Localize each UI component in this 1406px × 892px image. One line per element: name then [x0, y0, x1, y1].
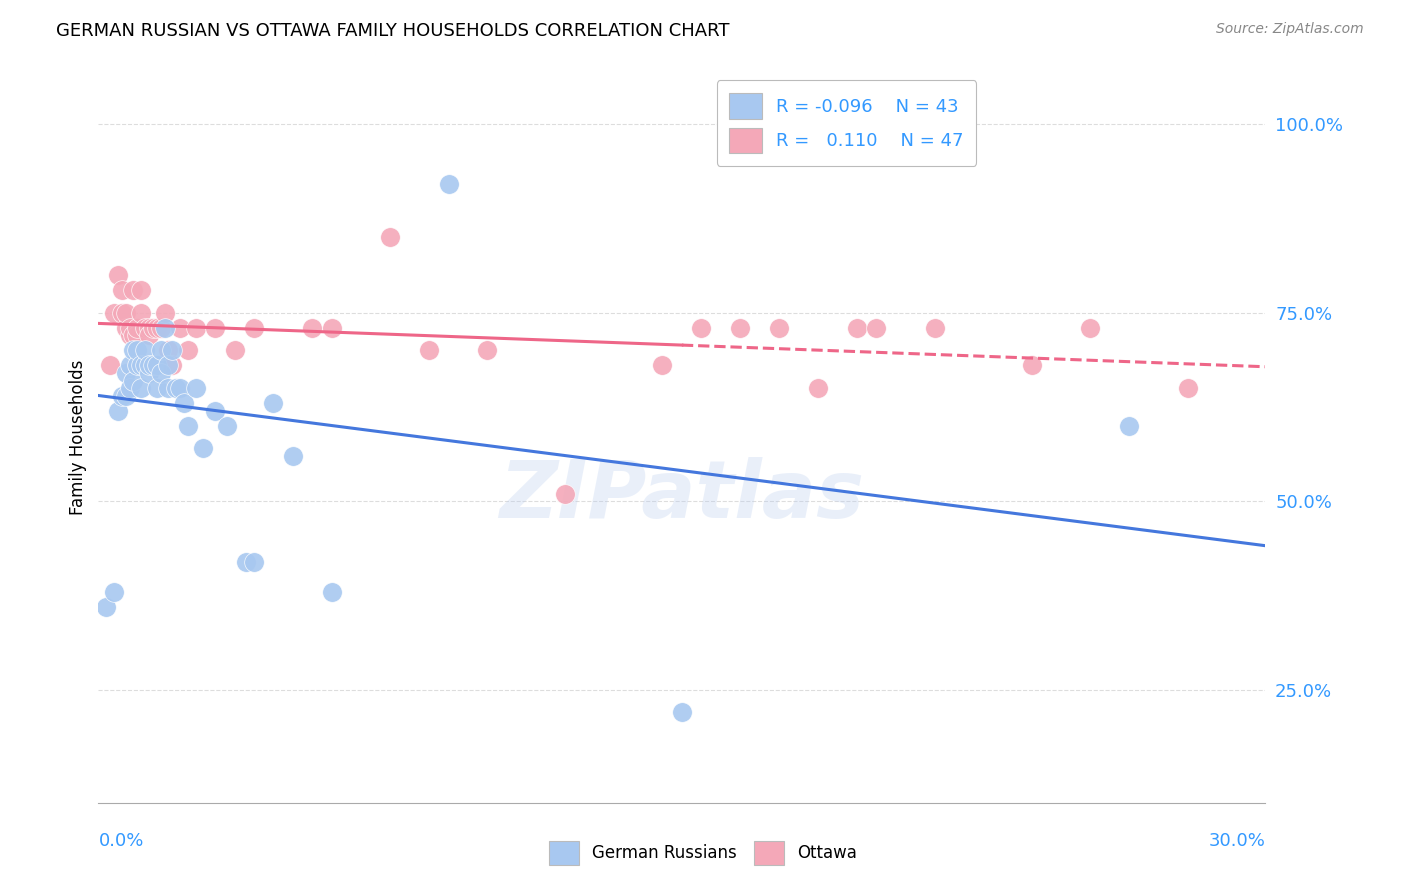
Point: [1177, 381, 1199, 395]
Point: [1021, 359, 1043, 373]
Point: [153, 306, 176, 320]
Point: [134, 343, 156, 358]
Point: [122, 328, 145, 343]
Point: [122, 374, 145, 388]
Point: [129, 283, 152, 297]
Point: [651, 359, 673, 373]
Point: [138, 320, 160, 334]
Point: [134, 320, 156, 334]
Point: [204, 320, 226, 334]
Point: [554, 486, 576, 500]
Point: [193, 442, 215, 456]
Point: [138, 366, 160, 380]
Point: [127, 328, 149, 343]
Point: [138, 328, 160, 343]
Point: [127, 359, 149, 373]
Point: [153, 320, 176, 334]
Text: 0.0%: 0.0%: [98, 832, 143, 850]
Point: [235, 554, 257, 568]
Point: [162, 343, 184, 358]
Point: [243, 554, 266, 568]
Point: [111, 306, 134, 320]
Point: [301, 320, 323, 334]
Point: [477, 343, 499, 358]
Point: [730, 320, 752, 334]
Point: [671, 706, 693, 720]
Point: [118, 328, 141, 343]
Text: GERMAN RUSSIAN VS OTTAWA FAMILY HOUSEHOLDS CORRELATION CHART: GERMAN RUSSIAN VS OTTAWA FAMILY HOUSEHOL…: [56, 22, 730, 40]
Point: [111, 283, 134, 297]
Point: [845, 320, 868, 334]
Legend: R = -0.096    N = 43, R =   0.110    N = 47: R = -0.096 N = 43, R = 0.110 N = 47: [717, 80, 976, 166]
Point: [807, 381, 830, 395]
Point: [122, 343, 145, 358]
Text: 30.0%: 30.0%: [1209, 832, 1265, 850]
Point: [262, 396, 284, 410]
Point: [321, 320, 343, 334]
Text: Source: ZipAtlas.com: Source: ZipAtlas.com: [1216, 22, 1364, 37]
Point: [173, 396, 195, 410]
Point: [98, 359, 121, 373]
Point: [118, 320, 141, 334]
Point: [111, 389, 134, 403]
Point: [114, 389, 136, 403]
Point: [103, 584, 125, 599]
Point: [157, 343, 180, 358]
Point: [169, 381, 191, 395]
Point: [243, 320, 266, 334]
Point: [690, 320, 713, 334]
Point: [114, 306, 136, 320]
Point: [177, 343, 200, 358]
Point: [149, 366, 172, 380]
Point: [107, 403, 129, 417]
Point: [134, 359, 156, 373]
Text: ZIPatlas: ZIPatlas: [499, 457, 865, 534]
Point: [149, 343, 172, 358]
Point: [321, 584, 343, 599]
Point: [122, 283, 145, 297]
Point: [204, 403, 226, 417]
Point: [127, 320, 149, 334]
Point: [169, 320, 191, 334]
Legend: German Russians, Ottawa: German Russians, Ottawa: [538, 831, 868, 875]
Point: [129, 381, 152, 395]
Point: [184, 320, 207, 334]
Point: [114, 366, 136, 380]
Point: [146, 359, 169, 373]
Point: [146, 320, 169, 334]
Point: [924, 320, 946, 334]
Point: [418, 343, 440, 358]
Point: [177, 418, 200, 433]
Point: [165, 381, 187, 395]
Point: [138, 359, 160, 373]
Point: [437, 178, 460, 192]
Point: [281, 449, 304, 463]
Y-axis label: Family Households: Family Households: [69, 359, 87, 515]
Point: [1118, 418, 1140, 433]
Point: [157, 359, 180, 373]
Point: [114, 320, 136, 334]
Point: [107, 268, 129, 282]
Point: [129, 359, 152, 373]
Point: [157, 381, 180, 395]
Point: [215, 418, 238, 433]
Point: [162, 359, 184, 373]
Point: [129, 306, 152, 320]
Point: [96, 599, 118, 614]
Point: [378, 230, 402, 244]
Point: [118, 359, 141, 373]
Point: [142, 359, 165, 373]
Point: [224, 343, 246, 358]
Point: [103, 306, 125, 320]
Point: [149, 320, 172, 334]
Point: [865, 320, 887, 334]
Point: [146, 381, 169, 395]
Point: [127, 343, 149, 358]
Point: [118, 381, 141, 395]
Point: [768, 320, 790, 334]
Point: [1080, 320, 1102, 334]
Point: [142, 320, 165, 334]
Point: [184, 381, 207, 395]
